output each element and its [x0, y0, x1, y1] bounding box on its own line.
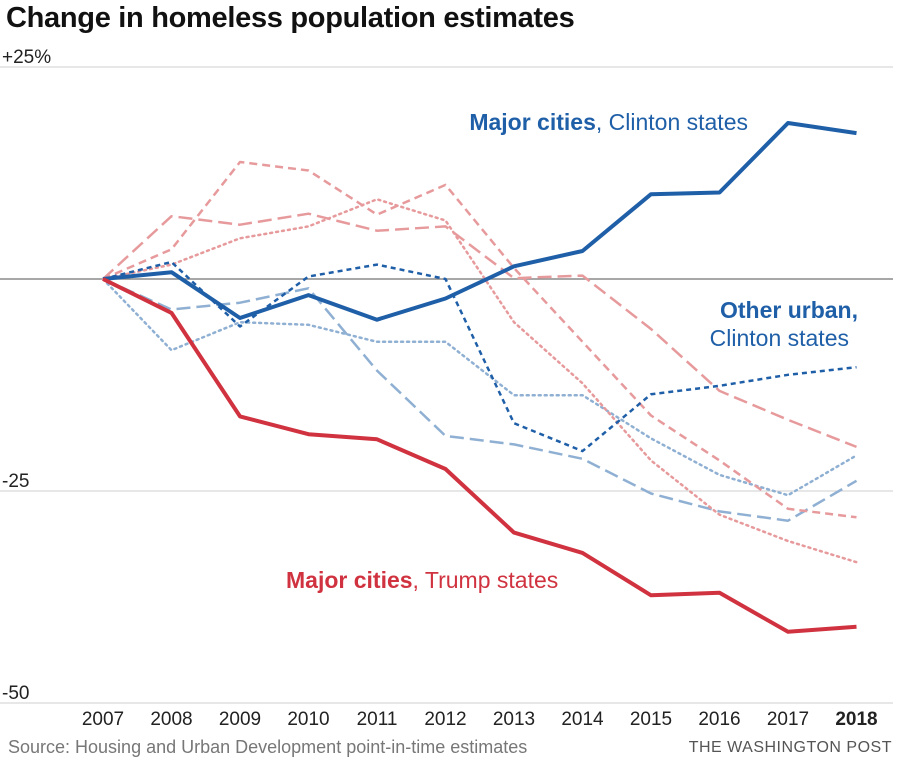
annotation-rest: Clinton states: [710, 325, 849, 351]
y-tick-label: +25%: [2, 47, 51, 68]
x-tick-label: 2011: [357, 709, 398, 730]
x-tick-label: 2013: [493, 709, 535, 730]
x-tick-label: 2012: [424, 709, 466, 730]
annotation-bold: Major cities: [286, 567, 413, 593]
annotation-major-cities-trump: Major cities, Trump states: [286, 567, 558, 593]
annotation-bold: Other urban,: [720, 297, 858, 323]
x-tick-label: 2008: [150, 709, 192, 730]
annotation-other-urban: Other urban,: [720, 297, 858, 323]
publisher-credit: THE WASHINGTON POST: [688, 739, 892, 756]
y-tick-label: -50: [2, 683, 29, 704]
series-line-trump-states-light-dotted: [101, 198, 858, 564]
x-tick-label: 2017: [767, 709, 809, 730]
series-line-clinton-states-light-dash: [102, 277, 858, 522]
x-tick-label: 2010: [287, 709, 329, 730]
source-note: Source: Housing and Urban Development po…: [8, 737, 528, 757]
y-tick-label: -25: [2, 471, 29, 492]
annotation-clinton-states: Clinton states: [710, 325, 849, 351]
chart-title: Change in homeless population estimates: [6, 2, 575, 34]
x-tick-label: 2016: [698, 709, 740, 730]
x-tick-label: 2014: [561, 709, 604, 730]
series-line-major-cities-trump-states: [102, 277, 857, 634]
annotation-rest: , Trump states: [413, 567, 559, 593]
annotation-major-cities-clinton: Major cities, Clinton states: [469, 109, 748, 135]
x-axis-ticks: 2007 2008 2009 2010 2011 2012 2013 2014 2015 2016…: [82, 709, 878, 730]
line-chart: +25%-25-50 2007 2008 2009 2010 2011 2012 2013 2…: [0, 47, 893, 730]
series-line-other-urban-clinton-states: [102, 260, 857, 453]
x-tick-label: 2009: [219, 709, 261, 730]
series-line-major-cities-clinton-states: [102, 121, 857, 322]
series-line-trump-states-light-dash-2: [102, 212, 857, 449]
x-tick-label: 2018: [835, 709, 877, 730]
annotation-rest: , Clinton states: [596, 109, 748, 135]
grid-lines: [0, 66, 893, 704]
x-tick-label: 2015: [630, 709, 672, 730]
y-axis-ticks: +25% -25 -50: [2, 47, 51, 704]
x-tick-label: 2007: [82, 709, 124, 730]
series-lines: [101, 121, 858, 634]
annotations: Major cities, Clinton states Other urban…: [286, 109, 858, 593]
annotation-bold: Major cities: [469, 109, 596, 135]
